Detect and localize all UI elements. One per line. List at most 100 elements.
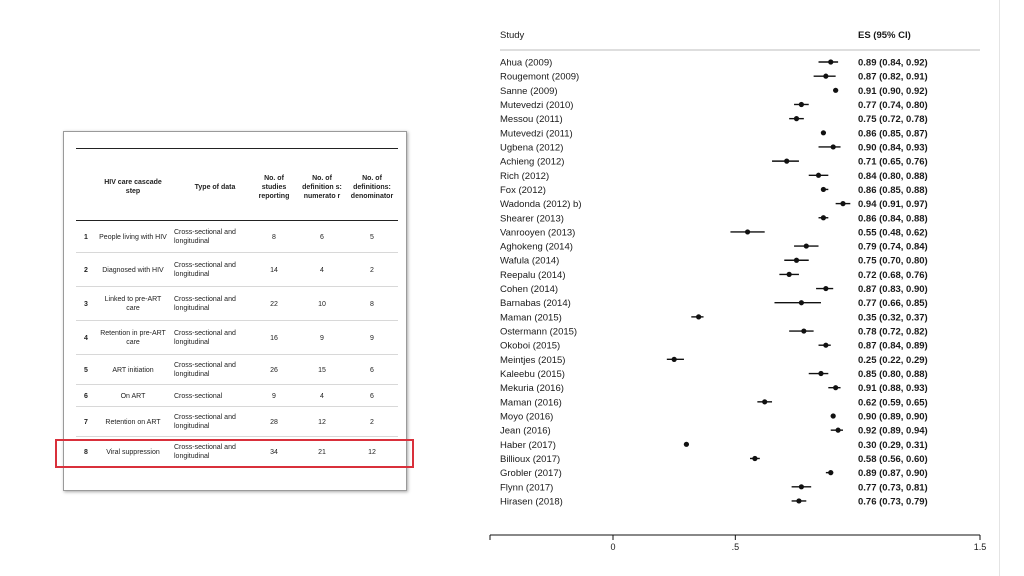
table-header-rule: [76, 220, 398, 221]
row-numerator: 9: [320, 334, 324, 342]
estimate-label: 0.86 (0.84, 0.88): [858, 213, 928, 224]
point-estimate: [815, 172, 822, 178]
header-denominator: No. of definitions: denominator: [350, 174, 394, 200]
study-label: Messou (2011): [500, 114, 563, 125]
study-label: Haber (2017): [500, 440, 556, 451]
header-numerator: No. of definition s: numerato r: [302, 174, 342, 200]
row-step: Viral suppression: [106, 448, 160, 456]
point-estimate: [833, 385, 839, 391]
x-axis: 0 .5 1.5: [489, 534, 987, 552]
point-estimate: [683, 441, 690, 447]
point-estimate: [696, 314, 702, 320]
row-separator: [76, 406, 398, 407]
row-numerator: 15: [318, 366, 326, 374]
study-label: Moyo (2016): [500, 412, 553, 423]
point-estimate: [784, 158, 790, 164]
row-type: Cross-sectional and longitudinal: [174, 330, 236, 346]
row-studies: 8: [272, 233, 276, 241]
row-numerator: 21: [318, 448, 326, 456]
study-label: Achieng (2012): [500, 157, 564, 168]
estimate-label: 0.90 (0.89, 0.90): [858, 412, 928, 423]
row-studies: 9: [272, 392, 276, 400]
row-separator: [76, 252, 398, 253]
study-label: Ugbena (2012): [500, 142, 563, 153]
row-separator: [76, 354, 398, 355]
point-estimate: [798, 101, 804, 108]
estimate-label: 0.87 (0.84, 0.89): [858, 341, 928, 352]
study-label: Wadonda (2012) b): [500, 199, 582, 210]
hiv-cascade-table-card: HIV care cascade step Type of data No. o…: [63, 131, 407, 491]
header-studies: No. of studies reporting: [258, 174, 290, 200]
estimate-label: 0.62 (0.59, 0.65): [858, 397, 928, 408]
x-tick-label: 1.5: [974, 542, 987, 552]
x-tick-label: .5: [732, 542, 740, 552]
estimate-label: 0.92 (0.89, 0.94): [858, 426, 928, 437]
row-number: 2: [84, 266, 88, 274]
row-type: Cross-sectional and longitudinal: [174, 444, 236, 460]
study-label: Cohen (2014): [500, 284, 558, 295]
point-estimate: [833, 87, 839, 93]
row-denominator: 8: [370, 300, 374, 308]
row-step: Linked to pre-ART care: [104, 296, 162, 312]
study-label: Kaleebu (2015): [500, 369, 565, 380]
point-estimate: [671, 356, 677, 362]
row-number: 5: [84, 366, 88, 374]
point-estimate: [828, 59, 834, 65]
row-type: Cross-sectional and longitudinal: [174, 229, 236, 245]
row-studies: 26: [270, 366, 278, 374]
estimate-label: 0.84 (0.80, 0.88): [858, 171, 928, 182]
point-estimate: [798, 300, 804, 306]
estimate-label: 0.77 (0.74, 0.80): [858, 100, 928, 111]
estimate-label: 0.77 (0.73, 0.81): [858, 482, 928, 493]
x-tick-label: 0: [610, 542, 615, 552]
row-type: Cross-sectional and longitudinal: [174, 414, 236, 430]
row-studies: 14: [270, 266, 278, 274]
estimate-label: 0.89 (0.84, 0.92): [858, 58, 928, 69]
row-separator: [76, 436, 398, 437]
estimate-label: 0.75 (0.72, 0.78): [858, 114, 928, 125]
study-label: Wafula (2014): [500, 256, 559, 267]
estimate-label: 0.85 (0.80, 0.88): [858, 369, 928, 380]
study-label: Aghokeng (2014): [500, 242, 573, 253]
point-estimate: [786, 271, 792, 277]
row-denominator: 6: [370, 366, 374, 374]
row-denominator: 9: [370, 334, 374, 342]
row-numerator: 4: [320, 392, 324, 400]
estimate-label: 0.87 (0.82, 0.91): [858, 72, 928, 83]
study-label: Mutevedzi (2010): [500, 100, 573, 111]
row-type: Cross-sectional and longitudinal: [174, 296, 236, 312]
row-denominator: 2: [370, 418, 374, 426]
point-estimate: [798, 484, 804, 490]
study-label: Rougemont (2009): [500, 72, 579, 83]
study-label: Ostermann (2015): [500, 327, 577, 338]
estimate-label: 0.79 (0.74, 0.84): [858, 242, 928, 253]
row-studies: 34: [270, 448, 278, 456]
study-label: Meintjes (2015): [500, 355, 565, 366]
study-label: Ahua (2009): [500, 58, 552, 69]
point-estimate: [830, 413, 836, 419]
row-step: Diagnosed with HIV: [102, 266, 164, 274]
point-estimate: [828, 470, 834, 476]
row-studies: 16: [270, 334, 278, 342]
estimate-label: 0.89 (0.87, 0.90): [858, 468, 928, 479]
highlight-box-viral-suppression: [55, 439, 414, 468]
point-estimate: [744, 229, 751, 235]
column-header-estimate: ES (95% CI): [858, 30, 911, 41]
row-denominator: 2: [370, 266, 374, 274]
point-estimate: [818, 370, 824, 377]
row-number: 4: [84, 334, 88, 342]
estimate-label: 0.87 (0.83, 0.90): [858, 284, 928, 295]
study-label: Barnabas (2014): [500, 298, 571, 309]
header-type: Type of data: [194, 183, 236, 191]
study-label: Billioux (2017): [500, 454, 560, 465]
estimate-label: 0.75 (0.70, 0.80): [858, 256, 928, 267]
point-estimate: [801, 328, 807, 334]
point-estimate: [840, 201, 846, 207]
study-rows: Ahua (2009) 0.89 (0.84, 0.92) Rougemont (2…: [500, 58, 928, 508]
study-label: Fox (2012): [500, 185, 546, 196]
point-estimate: [820, 130, 827, 136]
point-estimate: [823, 285, 829, 292]
study-label: Grobler (2017): [500, 468, 562, 479]
point-estimate: [823, 73, 829, 79]
